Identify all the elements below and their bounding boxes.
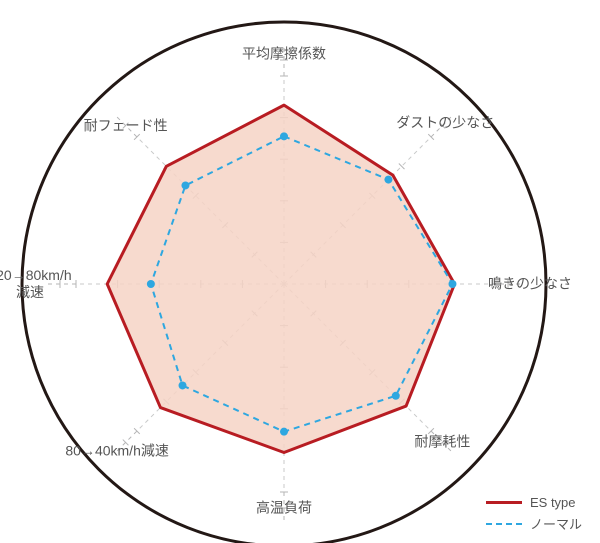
legend-swatch — [486, 501, 522, 504]
legend-label: ES type — [530, 495, 576, 510]
radar-chart-container: 平均摩擦係数ダストの少なさ鳴きの少なさ耐摩耗性高温負荷 80→40km/h減速 12… — [0, 0, 600, 543]
axis-label: 80→40km/h減速 — [65, 442, 168, 459]
axis-label: 耐フェード性 — [84, 117, 168, 134]
axis-label: 耐摩耗性 — [414, 434, 470, 451]
axis-label: 平均摩擦係数 — [242, 46, 326, 63]
legend-swatch — [486, 523, 522, 525]
legend-item: ES type — [486, 495, 582, 510]
radar-chart-svg — [0, 0, 600, 543]
legend-item: ノーマル — [486, 514, 582, 533]
axis-label: 高温負荷 — [256, 500, 312, 517]
axis-label: 120→80km/h減速 — [0, 267, 72, 301]
legend: ES type ノーマル — [486, 491, 582, 533]
axis-label: ダストの少なさ — [396, 114, 494, 131]
axis-label: 鳴きの少なさ — [488, 276, 572, 293]
legend-label: ノーマル — [530, 514, 582, 533]
